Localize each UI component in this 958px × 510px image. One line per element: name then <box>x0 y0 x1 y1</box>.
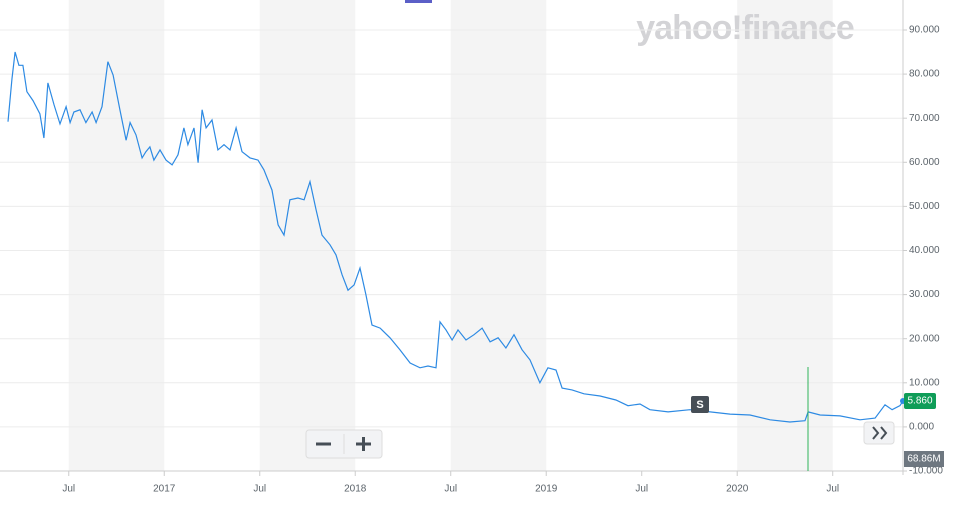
y-tick-label: 30.000 <box>909 289 940 300</box>
zoom-controls <box>305 429 383 459</box>
logo: yahoo!finance <box>636 9 854 47</box>
last-price-box <box>904 393 936 410</box>
y-tick-label: 60.000 <box>909 157 940 168</box>
y-tick-label: 80.000 <box>909 69 940 80</box>
x-tick-label: Jul <box>62 484 75 495</box>
x-tick-label: 2017 <box>153 484 176 495</box>
y-tick-label: 0.000 <box>909 422 934 433</box>
top-tab <box>405 0 432 3</box>
y-tick-label: 10.000 <box>909 377 940 388</box>
x-tick-label: Jul <box>635 484 648 495</box>
split-marker[interactable] <box>691 396 709 413</box>
period-band <box>259 0 356 471</box>
volume-label: 68.86M <box>907 454 940 465</box>
x-tick-label: 2019 <box>535 484 558 495</box>
scroll-icon <box>872 426 888 440</box>
period-band <box>737 0 833 471</box>
price-line <box>7 51 904 423</box>
y-tick-label: 50.000 <box>909 201 940 212</box>
x-tick-label: 2020 <box>726 484 749 495</box>
y-tick-label: 20.000 <box>909 333 940 344</box>
x-tick-label: Jul <box>253 484 266 495</box>
y-tick-label: 70.000 <box>909 113 940 124</box>
y-tick-label: -10.000 <box>909 466 943 477</box>
split-marker-label: S <box>696 399 703 411</box>
volume-label-box <box>904 451 944 467</box>
y-tick-label: 40.000 <box>909 245 940 256</box>
period-band <box>68 0 165 471</box>
last-price-label: 5.860 <box>907 396 932 407</box>
x-tick-label: Jul <box>826 484 839 495</box>
x-tick-label: 2018 <box>344 484 367 495</box>
period-band <box>450 0 547 471</box>
period-bands <box>68 0 833 471</box>
y-tick-label: 90.000 <box>909 25 940 36</box>
x-tick-label: Jul <box>444 484 457 495</box>
